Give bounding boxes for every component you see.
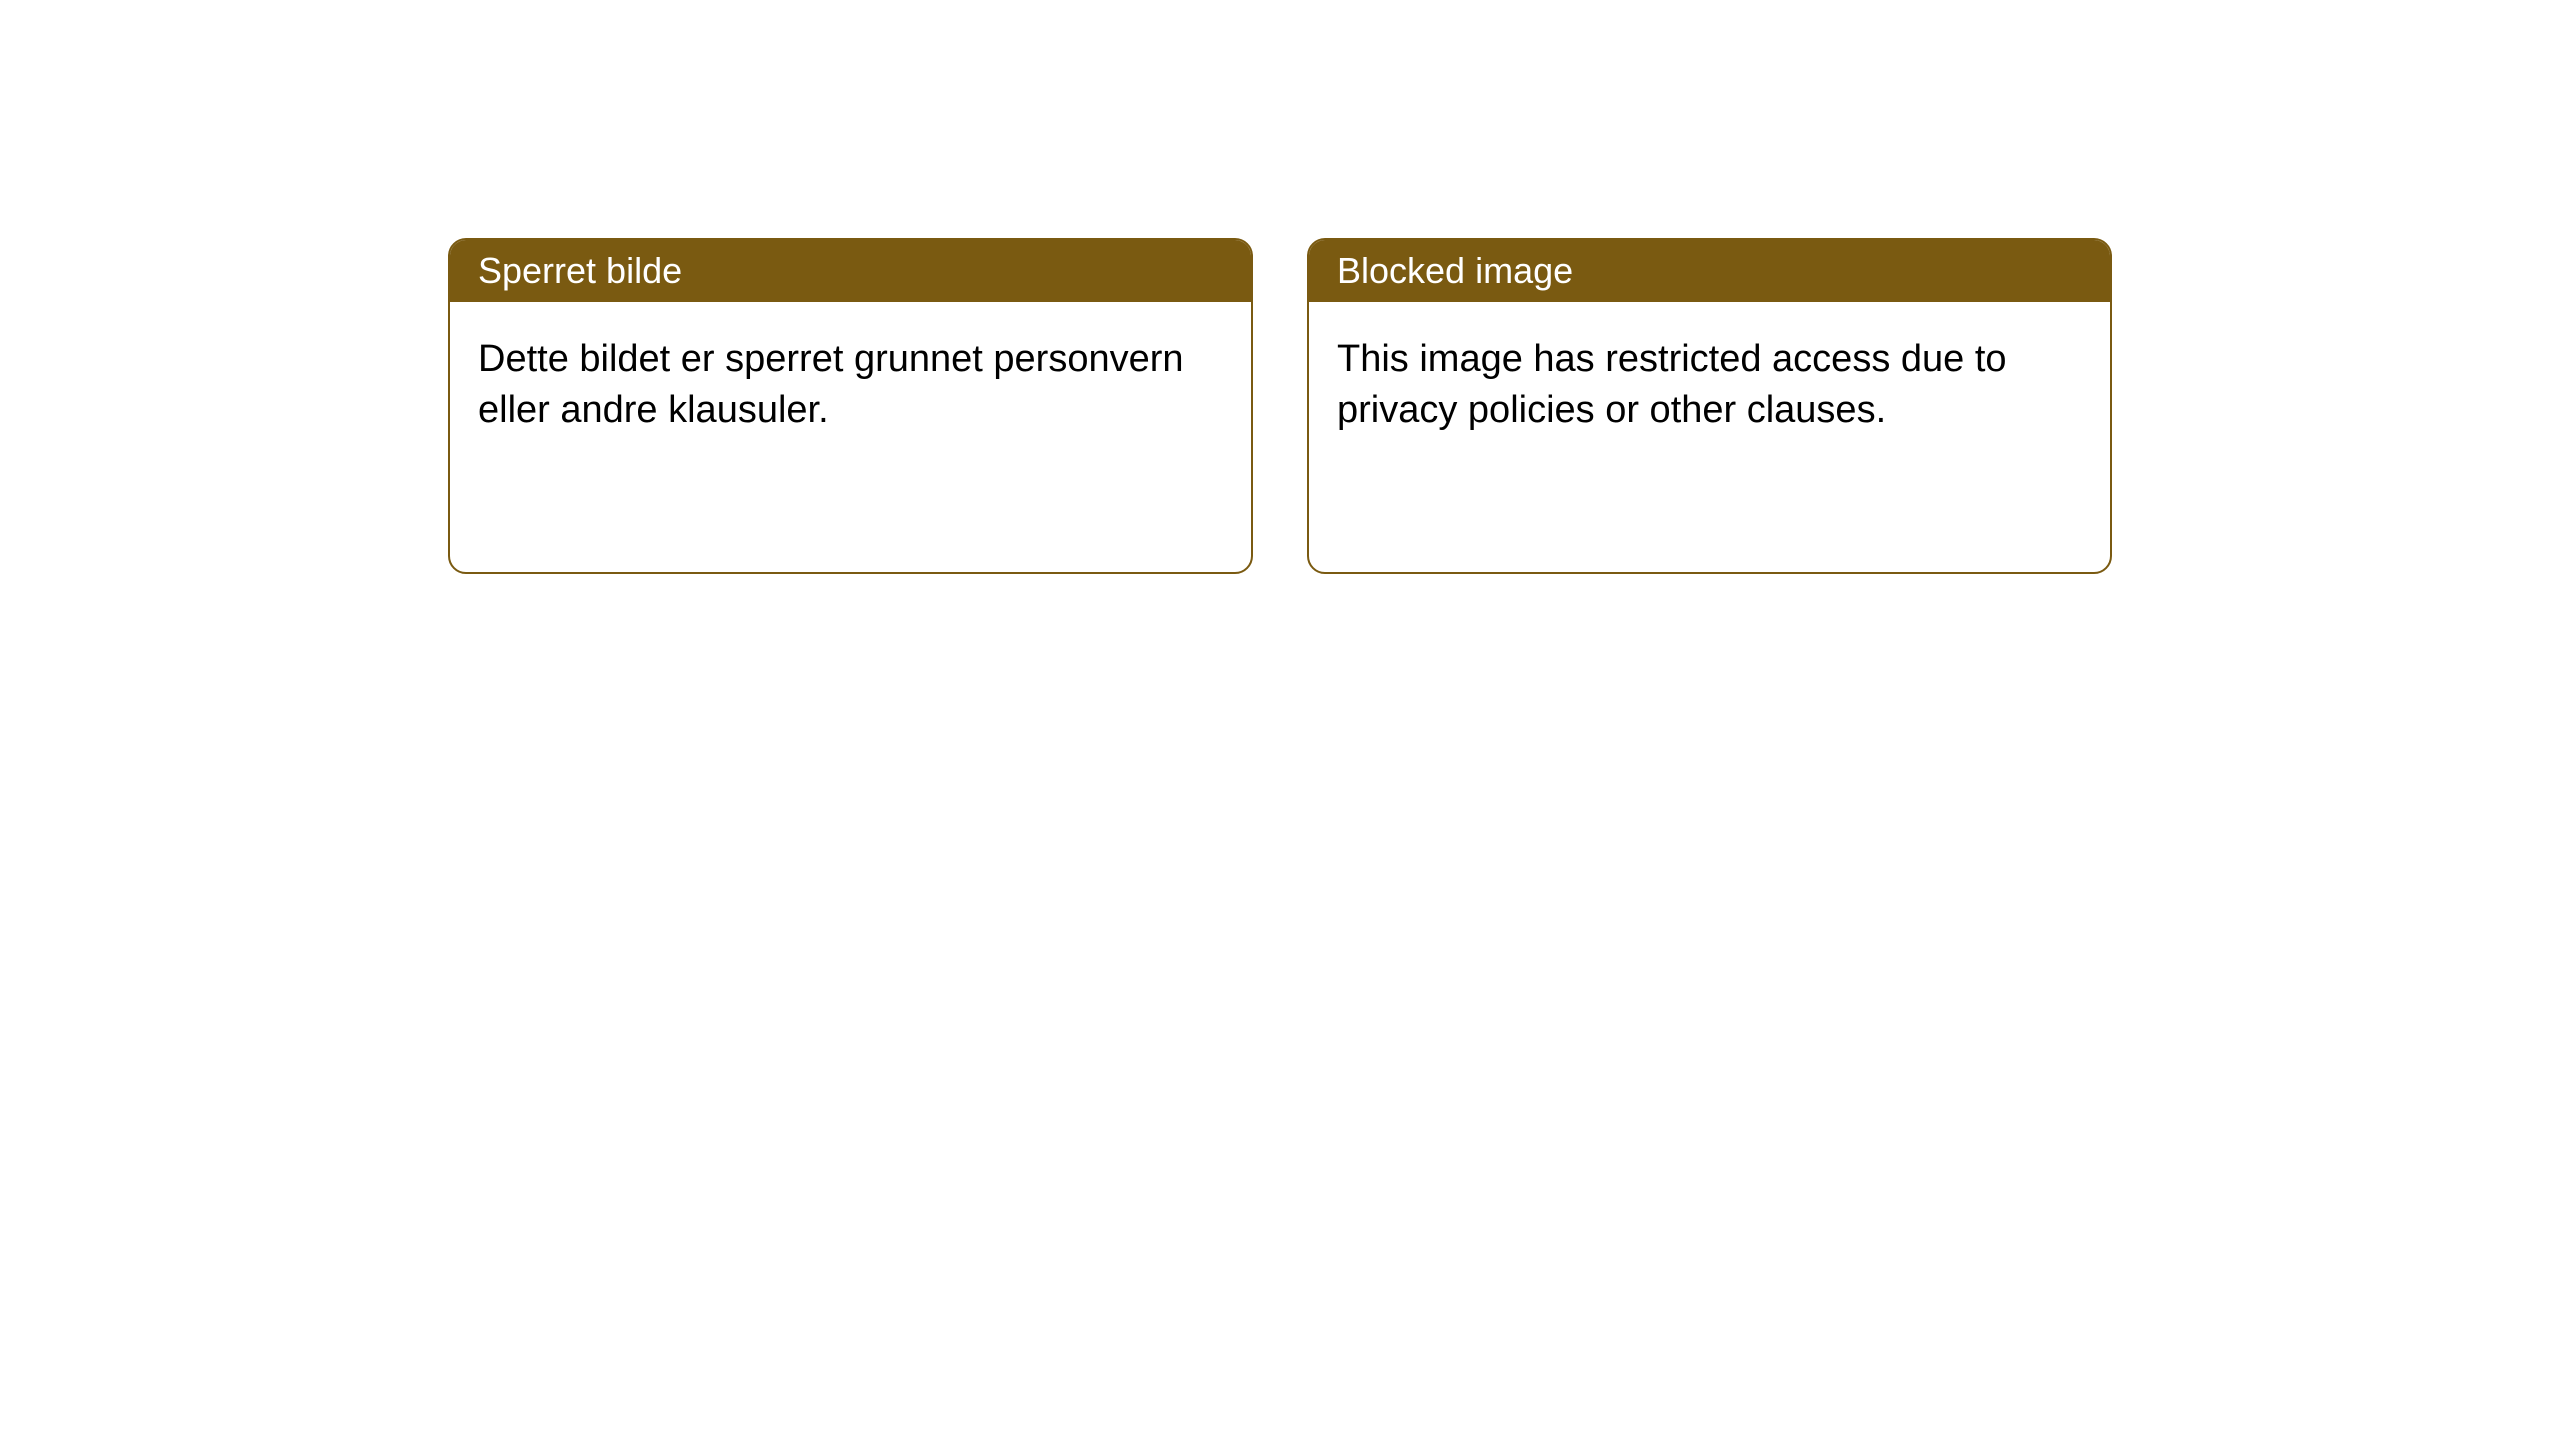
notice-body: This image has restricted access due to … [1309,302,2110,469]
notice-title: Blocked image [1337,250,1573,291]
notice-body-text: This image has restricted access due to … [1337,338,2007,431]
notice-body: Dette bildet er sperret grunnet personve… [450,302,1251,469]
notice-card-english: Blocked image This image has restricted … [1307,238,2112,574]
notice-header: Sperret bilde [450,240,1251,302]
notice-header: Blocked image [1309,240,2110,302]
notice-title: Sperret bilde [478,250,682,291]
notice-body-text: Dette bildet er sperret grunnet personve… [478,338,1184,431]
notice-card-norwegian: Sperret bilde Dette bildet er sperret gr… [448,238,1253,574]
notice-container: Sperret bilde Dette bildet er sperret gr… [0,0,2560,574]
